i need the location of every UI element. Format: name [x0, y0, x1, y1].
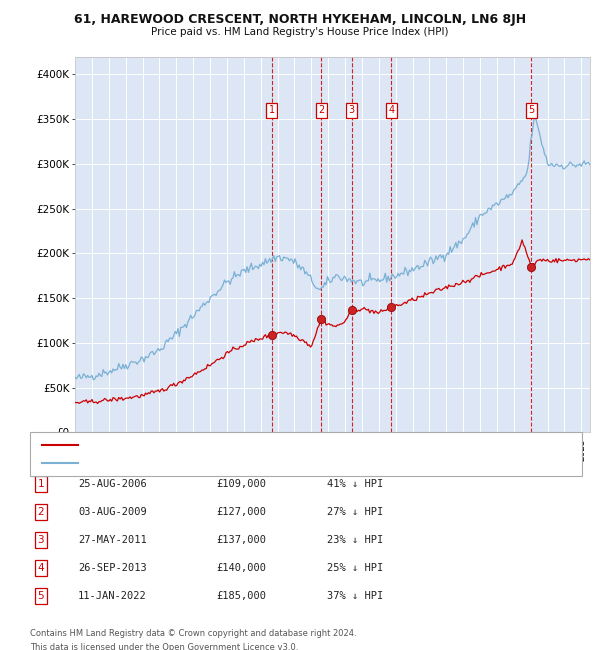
Text: £127,000: £127,000: [216, 507, 266, 517]
Text: 25% ↓ HPI: 25% ↓ HPI: [327, 563, 383, 573]
Text: £109,000: £109,000: [216, 479, 266, 489]
Text: 1: 1: [269, 105, 275, 115]
Text: 27% ↓ HPI: 27% ↓ HPI: [327, 507, 383, 517]
Text: 3: 3: [349, 105, 355, 115]
Text: 23% ↓ HPI: 23% ↓ HPI: [327, 535, 383, 545]
Text: 5: 5: [37, 591, 44, 601]
Text: 4: 4: [37, 563, 44, 573]
Text: £137,000: £137,000: [216, 535, 266, 545]
Text: 4: 4: [388, 105, 394, 115]
Text: 11-JAN-2022: 11-JAN-2022: [78, 591, 147, 601]
Text: 5: 5: [528, 105, 535, 115]
Text: 27-MAY-2011: 27-MAY-2011: [78, 535, 147, 545]
Text: 2: 2: [37, 507, 44, 517]
Text: Price paid vs. HM Land Registry's House Price Index (HPI): Price paid vs. HM Land Registry's House …: [151, 27, 449, 37]
Text: 61, HAREWOOD CRESCENT, NORTH HYKEHAM, LINCOLN, LN6 8JH (detached house): 61, HAREWOOD CRESCENT, NORTH HYKEHAM, LI…: [87, 440, 481, 449]
Text: HPI: Average price, detached house, North Kesteven: HPI: Average price, detached house, Nort…: [87, 459, 336, 468]
Text: 2: 2: [318, 105, 325, 115]
Text: Contains HM Land Registry data © Crown copyright and database right 2024.: Contains HM Land Registry data © Crown c…: [30, 629, 356, 638]
Text: This data is licensed under the Open Government Licence v3.0.: This data is licensed under the Open Gov…: [30, 644, 298, 650]
Text: £140,000: £140,000: [216, 563, 266, 573]
Text: 41% ↓ HPI: 41% ↓ HPI: [327, 479, 383, 489]
Text: 03-AUG-2009: 03-AUG-2009: [78, 507, 147, 517]
Text: 25-AUG-2006: 25-AUG-2006: [78, 479, 147, 489]
Text: 3: 3: [37, 535, 44, 545]
Text: 26-SEP-2013: 26-SEP-2013: [78, 563, 147, 573]
Text: 37% ↓ HPI: 37% ↓ HPI: [327, 591, 383, 601]
Text: 61, HAREWOOD CRESCENT, NORTH HYKEHAM, LINCOLN, LN6 8JH: 61, HAREWOOD CRESCENT, NORTH HYKEHAM, LI…: [74, 13, 526, 26]
Text: £185,000: £185,000: [216, 591, 266, 601]
Text: 1: 1: [37, 479, 44, 489]
